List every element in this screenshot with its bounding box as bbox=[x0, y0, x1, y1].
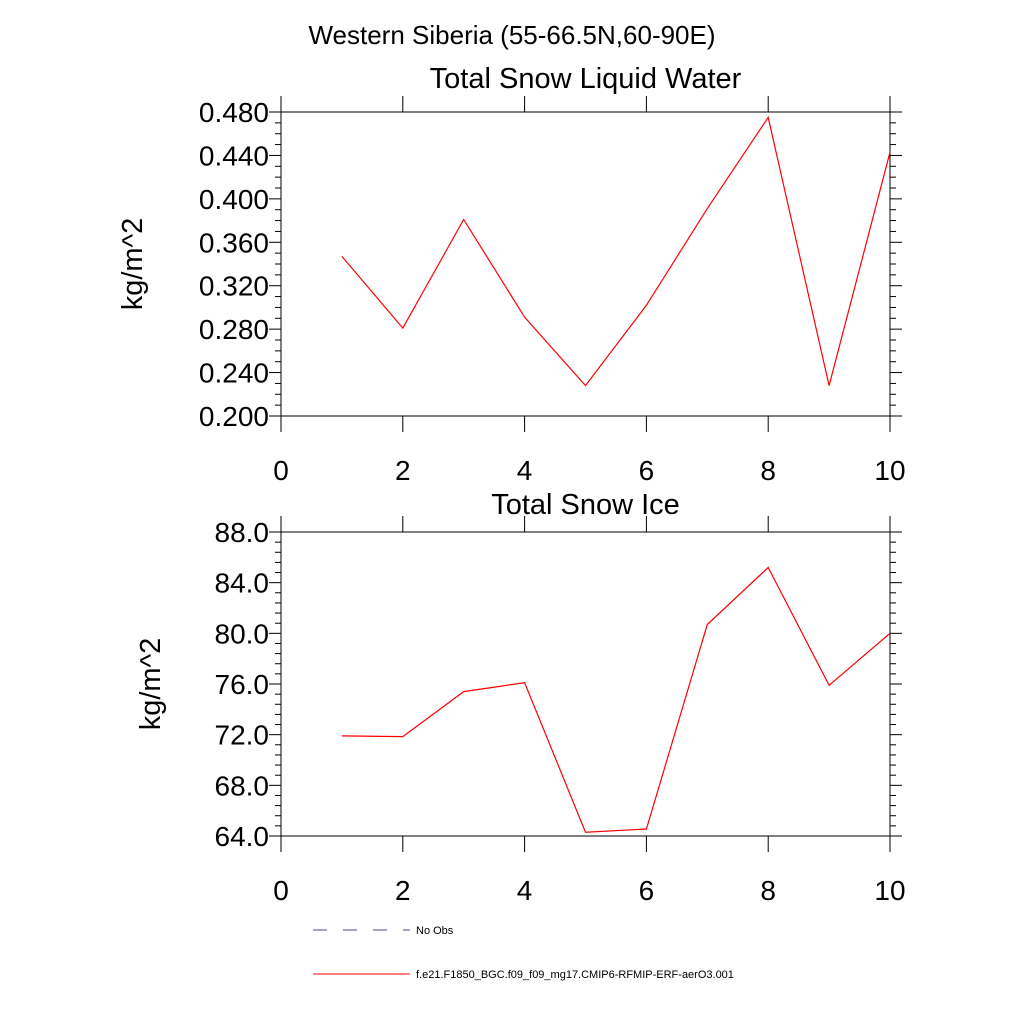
y-tick-label: 76.0 bbox=[215, 669, 270, 700]
x-tick-label: 0 bbox=[273, 875, 289, 906]
legend: No Obs f.e21.F1850_BGC.f09_f09_mg17.CMIP… bbox=[313, 925, 734, 981]
x-tick-label: 4 bbox=[517, 455, 533, 486]
x-tick-label: 10 bbox=[874, 875, 905, 906]
y-tick-label: 88.0 bbox=[215, 517, 270, 548]
x-tick-label: 2 bbox=[395, 455, 411, 486]
plot-frame bbox=[280, 111, 891, 417]
y-tick-label: 68.0 bbox=[215, 770, 270, 801]
y-tick-label: 0.480 bbox=[199, 97, 269, 128]
y-tick-label: 64.0 bbox=[215, 821, 270, 852]
y-tick-label: 0.360 bbox=[199, 227, 269, 258]
x-tick-label: 8 bbox=[760, 875, 776, 906]
y-tick-label: 0.240 bbox=[199, 358, 269, 389]
y-tick-label: 72.0 bbox=[215, 720, 270, 751]
y-tick-label: 0.200 bbox=[199, 401, 269, 432]
chart-title: Total Snow Liquid Water bbox=[430, 63, 742, 95]
y-tick-label: 0.440 bbox=[199, 140, 269, 171]
x-tick-label: 2 bbox=[395, 875, 411, 906]
x-tick-label: 8 bbox=[760, 455, 776, 486]
x-tick-label: 4 bbox=[517, 875, 533, 906]
y-tick-label: 0.320 bbox=[199, 271, 269, 302]
figure-title: Western Siberia (55-66.5N,60-90E) bbox=[308, 20, 715, 50]
x-tick-label: 6 bbox=[639, 875, 655, 906]
series-line bbox=[341, 566, 891, 833]
y-tick-label: 0.400 bbox=[199, 184, 269, 215]
plot-frame bbox=[280, 531, 891, 837]
x-tick-label: 0 bbox=[273, 455, 289, 486]
y-tick-label: 84.0 bbox=[215, 568, 270, 599]
legend-label-no-obs: No Obs bbox=[416, 925, 454, 937]
y-axis-label: kg/m^2 bbox=[135, 638, 167, 731]
chart-panel-snow-ice: Total Snow Ice kg/m^2 64.0 68.0 72.0 76.0 80.0… bbox=[135, 489, 906, 906]
series-line bbox=[341, 115, 891, 387]
y-tick-label: 80.0 bbox=[215, 618, 270, 649]
y-axis-label: kg/m^2 bbox=[117, 218, 149, 311]
x-tick-label: 10 bbox=[874, 455, 905, 486]
chart-title: Total Snow Ice bbox=[491, 489, 680, 521]
x-tick-label: 6 bbox=[639, 455, 655, 486]
chart-panel-liquid-water: Total Snow Liquid Water kg/m^2 0.200 0.240 0… bbox=[117, 63, 906, 486]
y-tick-label: 0.280 bbox=[199, 314, 269, 345]
legend-label-model: f.e21.F1850_BGC.f09_f09_mg17.CMIP6-RFMIP… bbox=[416, 969, 734, 981]
